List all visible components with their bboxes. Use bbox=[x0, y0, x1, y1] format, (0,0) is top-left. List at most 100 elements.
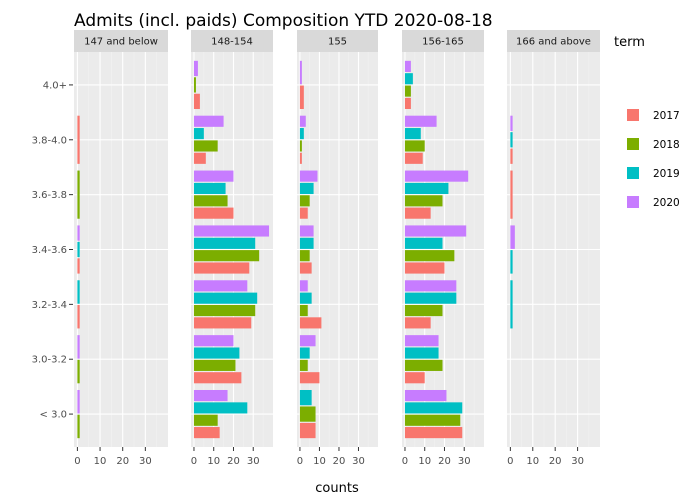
bar-2020 bbox=[510, 225, 515, 249]
bar-2019 bbox=[510, 280, 513, 329]
bar-2018 bbox=[299, 195, 310, 207]
bar-2017 bbox=[193, 207, 234, 219]
y-tick-label: < 3.0 bbox=[40, 410, 67, 421]
bar-2018 bbox=[299, 250, 310, 262]
facet-strip-label: 155 bbox=[328, 37, 347, 48]
legend-title: term bbox=[614, 35, 645, 50]
bar-2019 bbox=[404, 402, 463, 414]
bar-2020 bbox=[299, 225, 314, 237]
bar-2017 bbox=[77, 258, 80, 274]
bar-2017 bbox=[510, 148, 513, 164]
legend-label: 2017 bbox=[653, 110, 680, 122]
bar-2020 bbox=[404, 60, 411, 72]
bar-2018 bbox=[404, 85, 411, 97]
bar-2019 bbox=[404, 182, 449, 195]
bar-2019 bbox=[299, 292, 312, 304]
y-axis: 4.0+ 3.8-4.0 3.6-3.8 3.4-3.6 3.2-3.4 3.0-3.2 <… bbox=[32, 80, 73, 421]
bar-2019 bbox=[193, 128, 204, 140]
x-tick-label: 30 bbox=[247, 456, 260, 467]
bar-2018 bbox=[404, 250, 455, 262]
y-tick-label: 3.2-3.4 bbox=[32, 300, 67, 311]
bar-2019 bbox=[404, 347, 439, 359]
bar-2018 bbox=[193, 140, 218, 152]
bar-2017 bbox=[77, 304, 80, 329]
x-tick-label: 10 bbox=[94, 456, 107, 467]
bar-2019 bbox=[404, 292, 457, 304]
bar-2018 bbox=[193, 359, 236, 371]
bar-2017 bbox=[404, 372, 425, 384]
legend-label: 2018 bbox=[653, 139, 680, 151]
bar-2018 bbox=[77, 170, 80, 219]
bar-2020 bbox=[404, 115, 437, 127]
bar-2018 bbox=[193, 250, 260, 262]
x-tick-label: 20 bbox=[438, 456, 451, 467]
bar-2019 bbox=[510, 132, 513, 148]
bar-2019 bbox=[404, 128, 421, 140]
x-tick-label: 10 bbox=[526, 456, 539, 467]
bar-2019 bbox=[193, 292, 258, 304]
facet-strip bbox=[402, 30, 484, 52]
bar-2019 bbox=[404, 237, 443, 249]
bar-2020 bbox=[193, 280, 248, 292]
bar-2020 bbox=[77, 335, 80, 359]
y-tick-label: 3.8-4.0 bbox=[32, 135, 67, 146]
bar-2017 bbox=[193, 93, 200, 110]
bar-2018 bbox=[193, 304, 256, 317]
x-tick-label: 30 bbox=[458, 456, 471, 467]
facet-strip-label: 156-165 bbox=[422, 37, 464, 48]
x-tick-label: 20 bbox=[333, 456, 346, 467]
bar-2018 bbox=[77, 359, 80, 384]
y-tick-label: 3.4-3.6 bbox=[32, 245, 67, 256]
bar-2017 bbox=[404, 262, 445, 274]
y-tick-label: 3.0-3.2 bbox=[32, 355, 67, 366]
bar-2019 bbox=[299, 389, 312, 406]
bar-2020 bbox=[299, 335, 316, 347]
bar-2020 bbox=[299, 170, 318, 182]
bar-2017 bbox=[299, 372, 320, 384]
x-tick-label: 10 bbox=[418, 456, 431, 467]
facet-panels: 147 and below 0 10 20 30 148-154 0 10 20 30 155 0 10… bbox=[74, 30, 600, 467]
bar-2019 bbox=[77, 280, 80, 304]
bar-2017 bbox=[404, 97, 411, 110]
facet-panel: 156-165 0 10 20 30 bbox=[402, 30, 484, 467]
bar-2020 bbox=[193, 60, 198, 77]
legend-key-2017 bbox=[627, 109, 639, 121]
facet-strip bbox=[507, 30, 600, 52]
bar-2017 bbox=[299, 262, 312, 274]
bar-2018 bbox=[77, 414, 80, 439]
bar-2017 bbox=[299, 422, 316, 439]
bar-2020 bbox=[193, 170, 234, 182]
x-tick-label: 10 bbox=[207, 456, 220, 467]
bar-2020 bbox=[193, 225, 270, 237]
bar-2018 bbox=[299, 140, 302, 152]
bar-2018 bbox=[193, 77, 196, 93]
bar-2019 bbox=[193, 182, 226, 195]
bar-2018 bbox=[299, 406, 316, 422]
x-tick-label: 0 bbox=[74, 456, 80, 467]
bar-2020 bbox=[299, 115, 306, 127]
x-tick-label: 0 bbox=[191, 456, 197, 467]
x-axis-title: counts bbox=[315, 481, 359, 496]
bar-2018 bbox=[404, 195, 443, 207]
bar-2018 bbox=[299, 359, 308, 371]
bar-2020 bbox=[193, 335, 234, 347]
bar-2017 bbox=[299, 317, 322, 329]
bar-2019 bbox=[404, 73, 413, 85]
bar-2019 bbox=[299, 237, 314, 249]
facet-strip-label: 166 and above bbox=[516, 37, 591, 48]
legend-key-2018 bbox=[627, 138, 639, 150]
legend-key-2019 bbox=[627, 167, 639, 179]
facet-panel: 166 and above 0 10 20 30 bbox=[507, 30, 600, 467]
x-tick-label: 20 bbox=[116, 456, 129, 467]
bar-2017 bbox=[299, 152, 302, 164]
x-tick-label: 0 bbox=[507, 456, 513, 467]
bar-2017 bbox=[299, 85, 304, 110]
bar-2017 bbox=[193, 152, 206, 164]
bar-2018 bbox=[193, 195, 228, 207]
bar-2020 bbox=[299, 60, 302, 85]
facet-panel: 155 0 10 20 30 bbox=[297, 30, 378, 467]
bar-2018 bbox=[299, 304, 308, 317]
bar-2020 bbox=[404, 335, 439, 347]
y-tick-label: 3.6-3.8 bbox=[32, 190, 67, 201]
bar-2019 bbox=[193, 347, 240, 359]
